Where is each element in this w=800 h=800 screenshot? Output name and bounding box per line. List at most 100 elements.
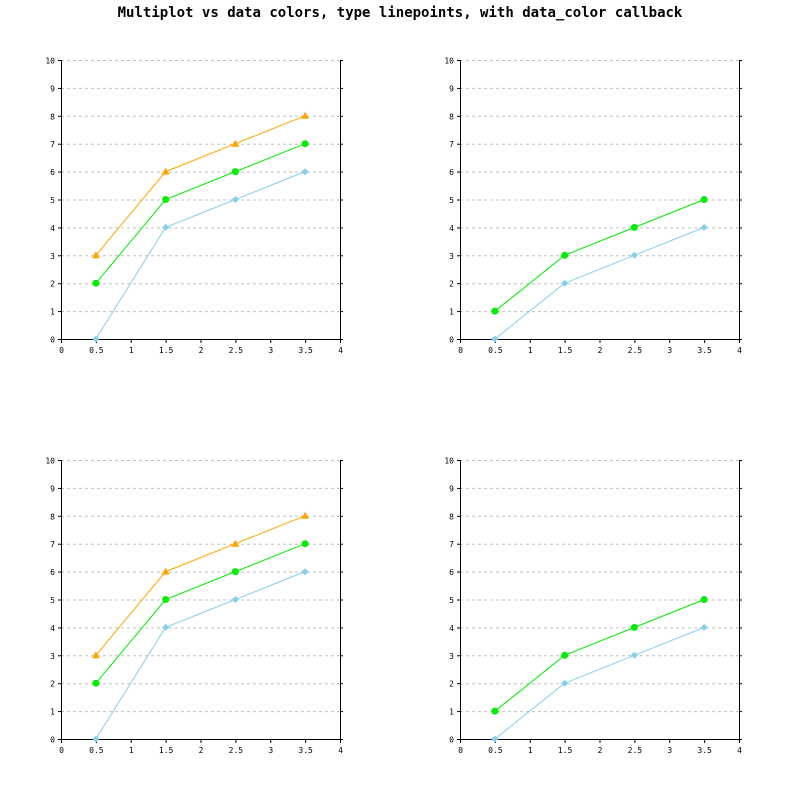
y-tick-label: 10 bbox=[444, 57, 454, 66]
data-point bbox=[630, 651, 638, 659]
data-point bbox=[161, 567, 170, 575]
y-tick-label: 1 bbox=[449, 708, 454, 717]
y-tick-label: 3 bbox=[50, 252, 55, 261]
data-point bbox=[561, 651, 569, 659]
x-tick-label: 3 bbox=[667, 346, 672, 355]
y-tick-label: 5 bbox=[449, 196, 454, 205]
y-tick-label: 6 bbox=[449, 568, 454, 577]
data-point bbox=[700, 223, 708, 231]
y-tick-label: 6 bbox=[50, 168, 55, 177]
data-point bbox=[162, 223, 170, 231]
y-tick-label: 0 bbox=[50, 336, 55, 345]
x-tick-label: 4 bbox=[338, 746, 343, 755]
data-point bbox=[162, 623, 170, 631]
data-point bbox=[231, 568, 239, 576]
x-tick-label: 1.5 bbox=[159, 346, 174, 355]
data-point bbox=[301, 140, 309, 148]
y-tick-label: 8 bbox=[50, 112, 55, 121]
x-tick-label: 0.5 bbox=[488, 346, 503, 355]
data-point bbox=[301, 168, 309, 176]
y-tick-label: 5 bbox=[50, 596, 55, 605]
x-tick-label: 0.5 bbox=[89, 346, 104, 355]
x-tick-label: 0 bbox=[59, 746, 64, 755]
x-tick-label: 2 bbox=[199, 746, 204, 755]
x-tick-label: 2 bbox=[199, 346, 204, 355]
series-line-1 bbox=[95, 571, 306, 740]
x-tick-label: 0.5 bbox=[488, 746, 503, 755]
y-tick-label: 2 bbox=[449, 280, 454, 289]
series-line-2 bbox=[95, 543, 306, 684]
x-tick-label: 1.5 bbox=[558, 746, 573, 755]
y-tick-label: 1 bbox=[50, 708, 55, 717]
series-line-3 bbox=[95, 115, 306, 256]
data-point bbox=[161, 167, 170, 175]
page-title: Multiplot vs data colors, type linepoint… bbox=[117, 5, 683, 21]
x-tick-label: 2.5 bbox=[628, 346, 643, 355]
series-line-1 bbox=[494, 626, 705, 740]
data-point bbox=[162, 596, 170, 603]
x-tick-label: 1 bbox=[129, 346, 134, 355]
y-tick-label: 7 bbox=[449, 140, 454, 149]
data-point bbox=[92, 335, 100, 343]
series-line-3 bbox=[95, 515, 306, 656]
x-tick-label: 0.5 bbox=[89, 746, 104, 755]
x-tick-label: 3.5 bbox=[298, 746, 313, 755]
data-point bbox=[301, 568, 309, 576]
y-tick-label: 10 bbox=[444, 457, 454, 466]
y-tick-label: 0 bbox=[449, 336, 454, 345]
y-tick-label: 7 bbox=[50, 540, 55, 549]
y-tick-label: 9 bbox=[50, 484, 55, 493]
x-tick-label: 2.5 bbox=[229, 746, 244, 755]
data-point bbox=[561, 251, 569, 259]
x-tick-label: 4 bbox=[737, 746, 742, 755]
data-point bbox=[162, 196, 170, 203]
data-point bbox=[700, 596, 708, 603]
y-tick-label: 9 bbox=[50, 84, 55, 93]
x-tick-label: 4 bbox=[338, 346, 343, 355]
x-tick-label: 3.5 bbox=[697, 746, 712, 755]
data-point bbox=[491, 735, 499, 743]
data-point bbox=[92, 679, 100, 687]
y-tick-label: 3 bbox=[449, 652, 454, 661]
y-tick-label: 5 bbox=[449, 596, 454, 605]
y-tick-label: 9 bbox=[449, 84, 454, 93]
y-tick-label: 1 bbox=[449, 308, 454, 317]
data-point bbox=[301, 111, 310, 119]
data-point bbox=[700, 196, 708, 203]
data-point bbox=[91, 651, 100, 659]
series-line-1 bbox=[494, 226, 705, 340]
chart-1: 0 1 2 3 4 5 6 7 8 9 10 0 0.5 1 1.5 2 2.5 3 3.5 4 bbox=[45, 57, 343, 356]
y-tick-label: 10 bbox=[45, 57, 55, 66]
y-tick-label: 7 bbox=[449, 540, 454, 549]
data-point bbox=[231, 139, 240, 147]
x-tick-label: 0 bbox=[458, 746, 463, 755]
y-tick-label: 4 bbox=[50, 624, 55, 633]
x-tick-label: 1 bbox=[129, 746, 134, 755]
y-tick-label: 2 bbox=[50, 680, 55, 689]
y-tick-label: 2 bbox=[449, 680, 454, 689]
x-tick-label: 3 bbox=[268, 346, 273, 355]
y-tick-label: 4 bbox=[50, 224, 55, 233]
series-line-1 bbox=[95, 171, 306, 340]
data-point bbox=[231, 168, 239, 176]
x-tick-label: 3 bbox=[268, 746, 273, 755]
y-tick-label: 6 bbox=[449, 168, 454, 177]
x-tick-label: 0 bbox=[59, 346, 64, 355]
data-point bbox=[561, 679, 569, 687]
series-line-2 bbox=[494, 599, 705, 712]
x-tick-label: 1 bbox=[528, 346, 533, 355]
data-point bbox=[491, 335, 499, 343]
data-point bbox=[561, 279, 569, 287]
y-tick-label: 4 bbox=[449, 624, 454, 633]
x-tick-label: 2 bbox=[598, 346, 603, 355]
x-tick-label: 2 bbox=[598, 746, 603, 755]
x-tick-label: 2.5 bbox=[229, 346, 244, 355]
data-point bbox=[91, 251, 100, 259]
y-tick-label: 1 bbox=[50, 308, 55, 317]
x-tick-label: 3 bbox=[667, 746, 672, 755]
y-tick-label: 0 bbox=[50, 736, 55, 745]
y-tick-label: 9 bbox=[449, 484, 454, 493]
data-point bbox=[630, 223, 638, 231]
y-tick-label: 8 bbox=[50, 512, 55, 521]
